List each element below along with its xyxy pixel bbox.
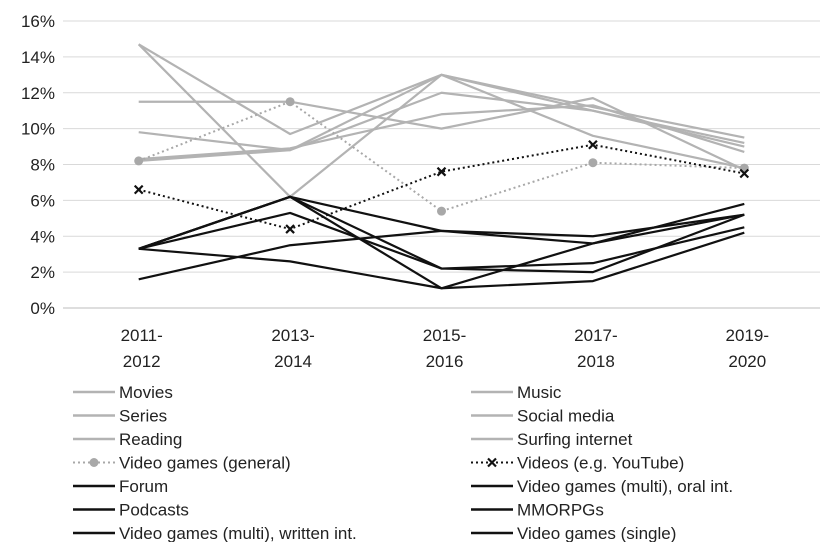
x-tick-label: 2019-	[726, 326, 769, 345]
legend-label: Music	[517, 383, 562, 402]
legend-label: Video games (multi), written int.	[119, 524, 357, 542]
legend-label: Social media	[517, 407, 615, 426]
y-tick-label: 6%	[30, 191, 55, 210]
x-tick-label: 2018	[577, 352, 615, 371]
series-10	[138, 231, 745, 290]
legend-label: MMORPGs	[517, 501, 604, 520]
data-point	[134, 156, 144, 166]
series-line	[138, 97, 745, 171]
series-13	[138, 195, 745, 290]
series-2	[138, 73, 745, 152]
legend-item: Video games (single)	[471, 524, 676, 542]
y-tick-label: 10%	[21, 120, 55, 139]
series-line	[138, 104, 745, 161]
legend-item: Music	[471, 383, 562, 402]
legend-item: Movies	[73, 383, 173, 402]
series-line	[138, 143, 745, 231]
series-1	[138, 97, 745, 171]
legend-marker	[487, 457, 497, 468]
legend-item: Video games (general)	[73, 454, 291, 473]
y-tick-label: 4%	[30, 227, 55, 246]
legend-label: Reading	[119, 430, 182, 449]
series-line	[138, 100, 745, 213]
legend-marker	[89, 458, 99, 467]
legend-item: Video games (multi), oral int.	[471, 477, 733, 496]
legend-label: Video games (general)	[119, 454, 291, 473]
y-tick-label: 14%	[21, 48, 55, 67]
legend-item: Surfing internet	[471, 430, 633, 449]
series-line	[137, 43, 745, 198]
series-11	[138, 211, 745, 274]
series-7	[133, 139, 750, 234]
legend-label: Surfing internet	[517, 430, 633, 449]
legend-label: Video games (single)	[517, 524, 676, 542]
legend-item: Series	[73, 407, 167, 426]
series-line	[138, 195, 745, 290]
legend-item: MMORPGs	[471, 501, 604, 520]
legend-item: Reading	[73, 430, 182, 449]
y-tick-label: 2%	[30, 263, 55, 282]
x-tick-label: 2012	[123, 352, 161, 371]
series-line	[138, 231, 745, 290]
data-point	[739, 168, 750, 179]
y-tick-label: 12%	[21, 84, 55, 103]
series-4	[138, 43, 745, 170]
legend-label: Forum	[119, 477, 168, 496]
legend-item: Videos (e.g. YouTube)	[471, 454, 684, 473]
legend: Movies Music Series Social media Reading Surf…	[73, 383, 733, 542]
x-tick-label: 2013-	[271, 326, 314, 345]
y-tick-label: 8%	[30, 156, 55, 175]
legend-label: Movies	[119, 383, 173, 402]
data-point	[588, 158, 598, 168]
series-8	[138, 195, 745, 250]
legend-item: Social media	[471, 407, 615, 426]
series-line	[138, 73, 745, 152]
legend-item: Video games (multi), written int.	[73, 524, 357, 542]
x-tick-label: 2016	[426, 352, 464, 371]
series-lines	[133, 43, 750, 290]
series-line	[138, 211, 745, 274]
data-point	[588, 139, 598, 150]
legend-label: Video games (multi), oral int.	[517, 477, 733, 496]
series-5	[138, 104, 745, 161]
data-point	[285, 97, 295, 107]
data-point	[436, 166, 447, 177]
x-tick-label: 2011-	[121, 326, 163, 345]
series-line	[138, 195, 745, 250]
gridlines	[63, 20, 820, 309]
x-axis: 2011- 2012 2013- 2014 2015- 2016 2017- 2018 2019…	[121, 326, 769, 371]
y-axis: 0% 2% 4% 6% 8% 10% 12% 14% 16%	[21, 12, 55, 318]
y-tick-label: 16%	[21, 12, 55, 31]
data-point	[133, 184, 144, 195]
x-tick-label: 2014	[274, 352, 312, 371]
legend-label: Series	[119, 407, 167, 426]
data-point	[285, 224, 295, 234]
legend-item: Podcasts	[73, 501, 189, 520]
data-point	[437, 206, 446, 216]
legend-item: Forum	[73, 477, 168, 496]
series-0	[137, 43, 745, 198]
series-line	[138, 43, 745, 170]
legend-label: Videos (e.g. YouTube)	[517, 454, 684, 473]
y-tick-label: 0%	[30, 299, 55, 318]
x-tick-label: 2015-	[423, 326, 466, 345]
legend-label: Podcasts	[119, 501, 189, 520]
x-tick-label: 2020	[728, 352, 766, 371]
x-tick-label: 2017-	[574, 326, 617, 345]
